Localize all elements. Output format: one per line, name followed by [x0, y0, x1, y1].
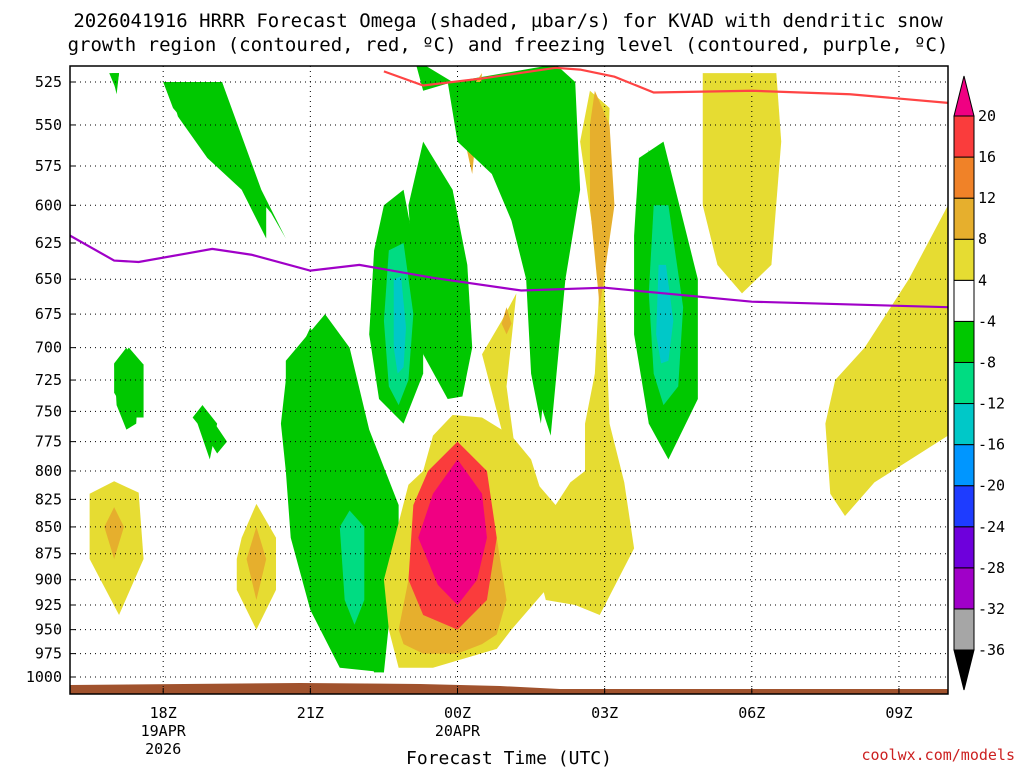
colorbar-label: 8 [978, 230, 987, 248]
omega-region-5 [408, 141, 473, 399]
colorbar-bin [953, 444, 975, 487]
y-tick-label: 600 [35, 196, 62, 214]
y-tick-label: 650 [35, 270, 62, 288]
colorbar-label: -4 [978, 312, 996, 330]
site-credit: coolwx.com/models [861, 746, 1015, 764]
y-tick-label: 750 [35, 402, 62, 420]
omega-core-2 [393, 276, 406, 374]
colorbar-label: -8 [978, 353, 996, 371]
omega-core-8 [339, 510, 365, 625]
colorbar-bin [953, 75, 975, 117]
y-tick-label: 825 [35, 490, 62, 508]
colorbar-label: 4 [978, 271, 987, 289]
y-tick-label: 975 [35, 645, 62, 663]
y-tick-label: 875 [35, 545, 62, 563]
omega-region-11 [104, 507, 124, 559]
y-tick-label: 1000 [26, 668, 62, 686]
x-axis-label: Forecast Time (UTC) [406, 748, 612, 768]
omega-region-12 [246, 526, 267, 601]
colorbar-label: 16 [978, 148, 996, 166]
colorbar-label: -16 [978, 436, 1005, 454]
freezing-level-contour [70, 234, 948, 309]
chart-title-line-2: growth region (contoured, red, ºC) and f… [68, 34, 949, 56]
colorbar-bin [953, 279, 975, 322]
omega-core-12 [111, 73, 120, 95]
dgz-contour [383, 66, 948, 104]
colorbar-label: -28 [978, 559, 1005, 577]
y-tick-label: 775 [35, 433, 62, 451]
x-tick-label: 21Z [297, 704, 324, 722]
colorbar-bin [953, 320, 975, 363]
colorbar-bin [953, 485, 975, 528]
plot-area [70, 66, 948, 694]
omega-core-7 [280, 327, 384, 673]
y-tick-label: 675 [35, 305, 62, 323]
x-tick-label: 00Z [444, 704, 471, 722]
omega-core-5 [656, 264, 674, 364]
colorbar-bin [953, 197, 975, 240]
colorbar-label: 12 [978, 189, 996, 207]
terrain-band [70, 683, 948, 694]
x-tick-label: 03Z [591, 704, 618, 722]
x-tick-sublabel: 20APR [435, 722, 481, 740]
axes: 525 550 575 600 625 650 675 700 725 750 775 800 825 8… [26, 65, 949, 758]
y-tick-label: 525 [35, 73, 62, 91]
colorbar-bin [953, 649, 975, 691]
colorbar-bin [953, 156, 975, 199]
omega-region-22 [418, 459, 487, 606]
x-tick-sublabel: 2026 [145, 740, 181, 758]
omega-core-9 [114, 347, 139, 430]
y-tick-label: 850 [35, 518, 62, 536]
colorbar-label: -36 [978, 641, 1005, 659]
colorbar-bin [953, 403, 975, 446]
y-tick-label: 550 [35, 116, 62, 134]
colorbar-bin [953, 526, 975, 569]
omega-region-17 [589, 90, 615, 308]
y-tick-label: 800 [35, 462, 62, 480]
omega-core-6 [447, 73, 561, 424]
colorbar-label: -12 [978, 395, 1005, 413]
x-tick-label: 09Z [885, 704, 912, 722]
x-tick-label: 18Z [150, 704, 177, 722]
colorbar-bin [953, 361, 975, 405]
omega-region-19 [501, 307, 512, 335]
colorbar-bin [953, 567, 975, 610]
y-tick-label: 925 [35, 596, 62, 614]
omega-core-11 [168, 82, 267, 239]
colorbar-bin [953, 608, 975, 651]
colorbar-label: 20 [978, 107, 996, 125]
omega-region-15 [702, 73, 782, 294]
colorbar: -36 -32 -28 -24 -20 -16 -12 -8 -4 4 8 12 16 20 [953, 75, 1005, 691]
shaded-omega [70, 66, 948, 694]
y-tick-label: 725 [35, 371, 62, 389]
chart-title-line-1: 2026041916 HRRR Forecast Omega (shaded, … [73, 10, 943, 32]
y-tick-label: 950 [35, 621, 62, 639]
colorbar-label: -24 [978, 518, 1005, 536]
x-tick-label: 06Z [738, 704, 765, 722]
omega-core-10 [197, 405, 218, 460]
y-tick-label: 900 [35, 571, 62, 589]
y-tick-label: 700 [35, 339, 62, 357]
colorbar-label: -20 [978, 477, 1005, 495]
omega-region-16 [825, 205, 948, 517]
colorbar-bin [953, 115, 975, 158]
y-tick-label: 625 [35, 234, 62, 252]
colorbar-label: -32 [978, 600, 1005, 618]
x-tick-sublabel: 19APR [141, 722, 187, 740]
y-tick-label: 575 [35, 157, 62, 175]
colorbar-bin [953, 238, 975, 281]
